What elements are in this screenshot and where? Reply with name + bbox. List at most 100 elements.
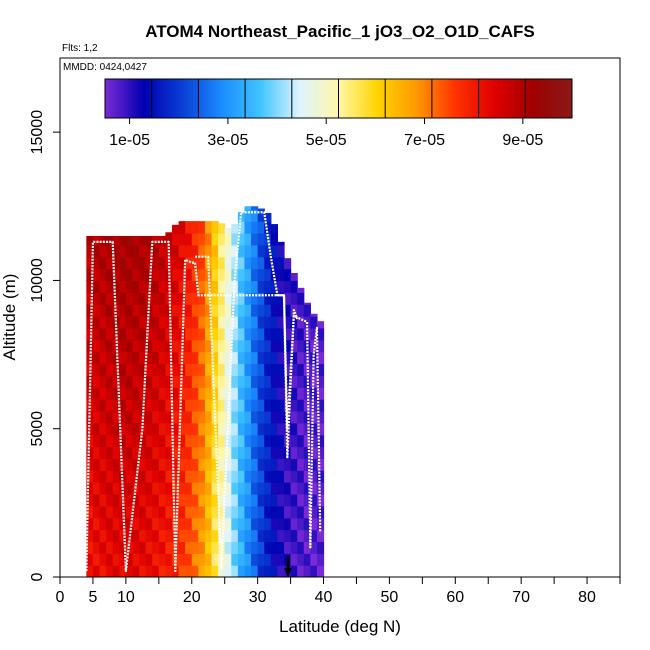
heatmap-cell <box>198 327 206 341</box>
heatmap-cell <box>231 224 239 234</box>
heatmap-cell <box>204 292 213 305</box>
heatmap-cell <box>132 316 140 329</box>
heatmap-cell <box>218 493 226 507</box>
heatmap-cell <box>106 565 114 577</box>
heatmap-cell <box>231 375 239 388</box>
heatmap-cell <box>224 339 232 353</box>
heatmap-cell <box>251 209 259 222</box>
heatmap-cell <box>297 339 305 353</box>
heatmap-cell <box>178 541 186 554</box>
heatmap-cell <box>145 541 153 554</box>
heatmap-cell <box>310 410 318 424</box>
heatmap-cell <box>145 410 153 424</box>
heatmap-cell <box>264 292 272 305</box>
heatmap-cell <box>185 244 193 258</box>
heatmap-cell <box>270 304 279 317</box>
heatmap-cell <box>119 387 127 400</box>
heatmap-cell <box>224 553 232 566</box>
heatmap-cell <box>303 422 311 436</box>
heatmap-cell <box>204 375 213 388</box>
heatmap-cell <box>257 244 265 258</box>
heatmap-cell <box>211 482 219 495</box>
heatmap-cell <box>297 410 305 424</box>
heatmap-cell <box>152 493 160 507</box>
heatmap-cell <box>172 458 180 471</box>
heatmap-cell <box>284 268 292 282</box>
heatmap-cell <box>244 399 252 412</box>
heatmap-cell <box>218 304 226 317</box>
heatmap-cell <box>284 482 292 495</box>
heatmap-cell <box>132 280 140 293</box>
heatmap-cell <box>316 351 325 365</box>
heatmap-cell <box>198 470 206 483</box>
heatmap-cell <box>244 470 252 483</box>
heatmap-cell <box>257 458 265 471</box>
heatmap-cell <box>310 313 318 317</box>
heatmap-cell <box>277 268 285 282</box>
heatmap-cell <box>231 470 239 483</box>
heatmap-cell <box>86 565 94 577</box>
heatmap-cell <box>237 316 246 329</box>
heatmap-cell <box>297 446 305 459</box>
heatmap-cell <box>224 565 232 577</box>
heatmap-cell <box>224 541 232 554</box>
heatmap-cell <box>92 244 101 258</box>
heatmap-cell <box>297 387 305 400</box>
heatmap-cell <box>257 565 265 577</box>
heatmap-cell <box>316 446 325 459</box>
heatmap-cell <box>277 422 285 436</box>
heatmap-cell <box>257 434 265 448</box>
heatmap-cell <box>198 292 206 305</box>
heatmap-cell <box>244 517 252 531</box>
heatmap-cell <box>165 553 173 566</box>
heatmap-cell <box>132 268 140 282</box>
heatmap-cell <box>178 505 186 519</box>
heatmap-cell <box>125 517 134 531</box>
heatmap-cell <box>178 410 186 424</box>
heatmap-cell <box>185 517 193 531</box>
heatmap-cell <box>211 363 219 376</box>
heatmap-cell <box>112 493 120 507</box>
heatmap-cell <box>198 410 206 424</box>
heatmap-cell <box>218 375 226 388</box>
heatmap-cell <box>145 482 153 495</box>
heatmap-cell <box>198 399 206 412</box>
heatmap-cell <box>185 422 193 436</box>
heatmap-cell <box>218 541 226 554</box>
heatmap-cell <box>152 339 160 353</box>
heatmap-cell <box>158 339 167 353</box>
heatmap-cell <box>211 327 219 341</box>
heatmap-cell <box>132 434 140 448</box>
heatmap-cell <box>165 399 173 412</box>
heatmap-cell <box>158 244 167 258</box>
heatmap-cell <box>86 470 94 483</box>
heatmap-cell <box>290 458 298 471</box>
heatmap-cell <box>284 339 292 353</box>
heatmap-cell <box>172 256 180 270</box>
heatmap-cell <box>132 256 140 270</box>
heatmap-cell <box>204 493 213 507</box>
heatmap-cell <box>99 339 107 353</box>
heatmap-cell <box>112 505 120 519</box>
heatmap-cell <box>310 316 318 329</box>
heatmap-cell <box>158 517 167 531</box>
heatmap-cell <box>99 482 107 495</box>
heatmap-cell <box>112 410 120 424</box>
heatmap-cell <box>99 553 107 566</box>
heatmap-cell <box>237 470 246 483</box>
heatmap-cell <box>139 280 147 293</box>
heatmap-cell <box>224 493 232 507</box>
heatmap-cell <box>165 316 173 329</box>
heatmap-cell <box>264 529 272 543</box>
heatmap-cell <box>119 458 127 471</box>
heatmap-cell <box>99 410 107 424</box>
heatmap-cell <box>244 256 252 270</box>
heatmap-cell <box>158 280 167 293</box>
heatmap-cell <box>290 553 298 566</box>
heatmap-cell <box>99 375 107 388</box>
heatmap-cell <box>112 529 120 543</box>
heatmap-cell <box>99 529 107 543</box>
heatmap-cell <box>290 375 298 388</box>
heatmap-cell <box>152 517 160 531</box>
heatmap-cell <box>284 258 292 270</box>
